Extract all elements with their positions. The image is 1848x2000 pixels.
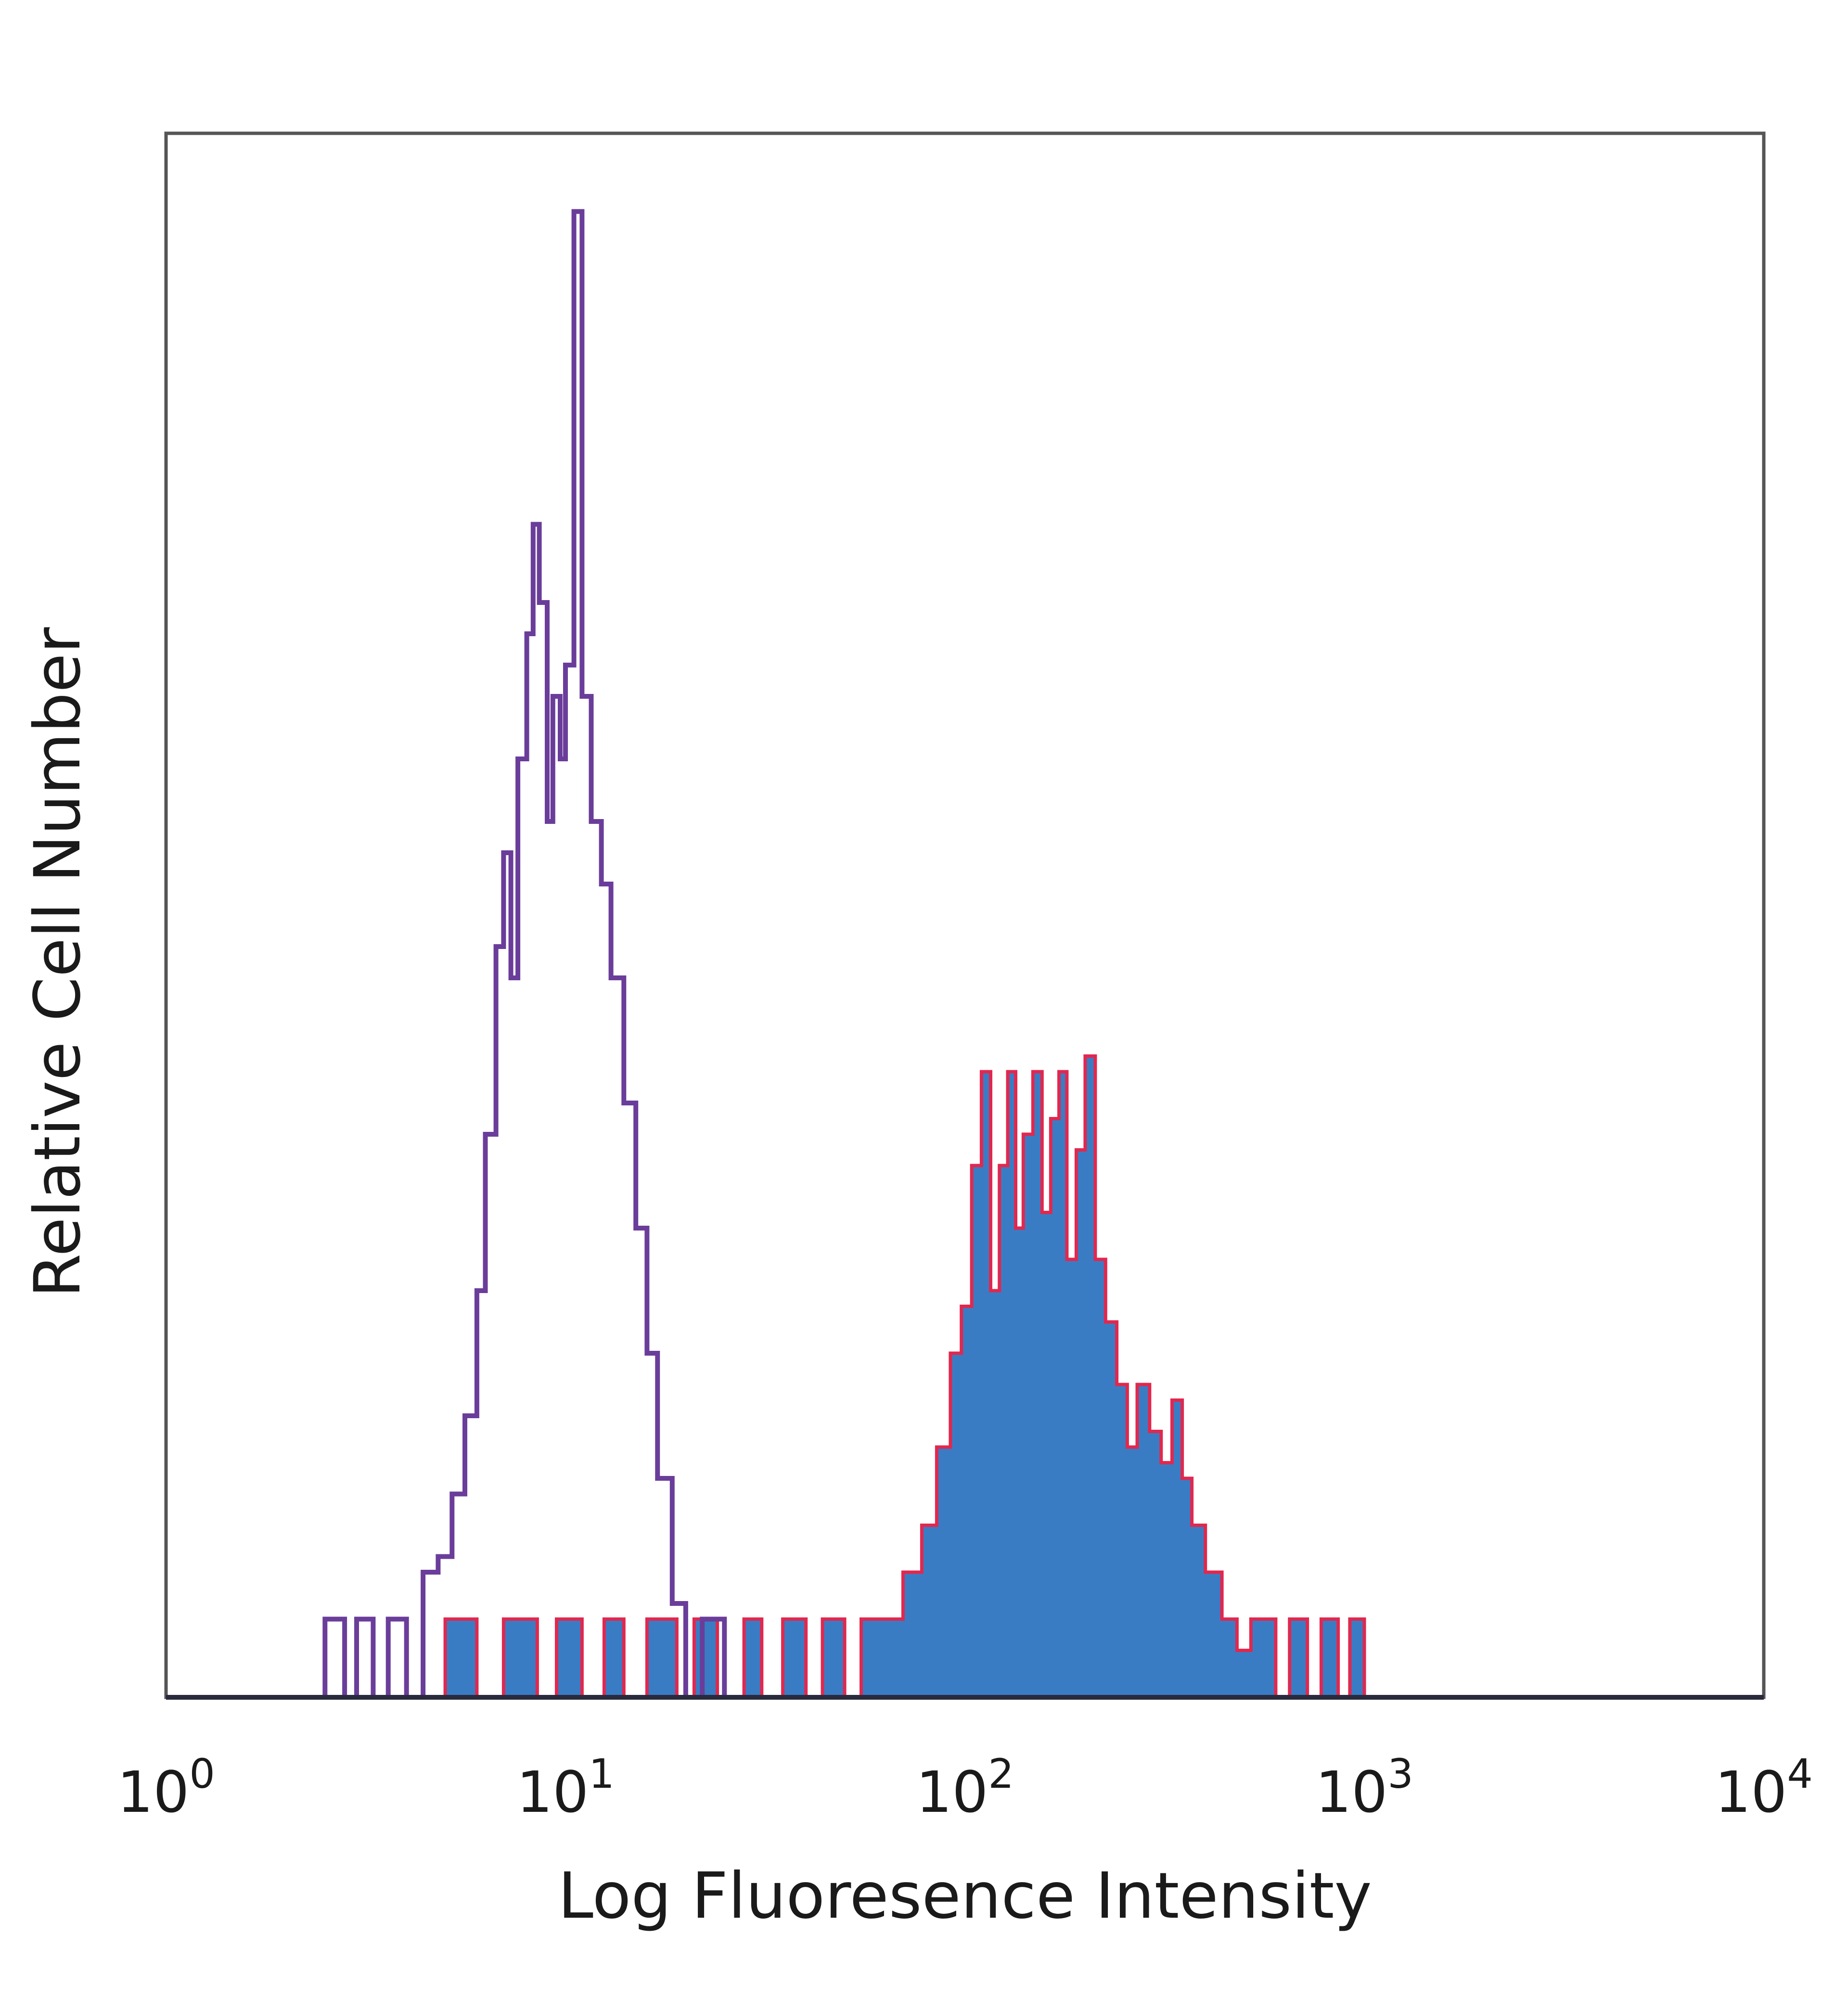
x-tick-label: 104	[1715, 1750, 1813, 1825]
histogram-filled-series	[443, 1054, 1366, 1699]
x-tick-label: 100	[117, 1750, 215, 1825]
histogram-outline-series	[322, 209, 727, 1700]
x-axis-label: Log Fluoresence Intensity	[558, 1859, 1372, 1933]
x-tick-label: 103	[1315, 1750, 1413, 1825]
y-axis-label: Relative Cell Number	[21, 627, 95, 1298]
x-tick-label: 102	[916, 1750, 1014, 1825]
x-tick-labels: 100 101 102 103 104	[117, 1750, 1813, 1825]
x-tick-label: 101	[516, 1750, 615, 1825]
series-layer	[322, 209, 1366, 1700]
